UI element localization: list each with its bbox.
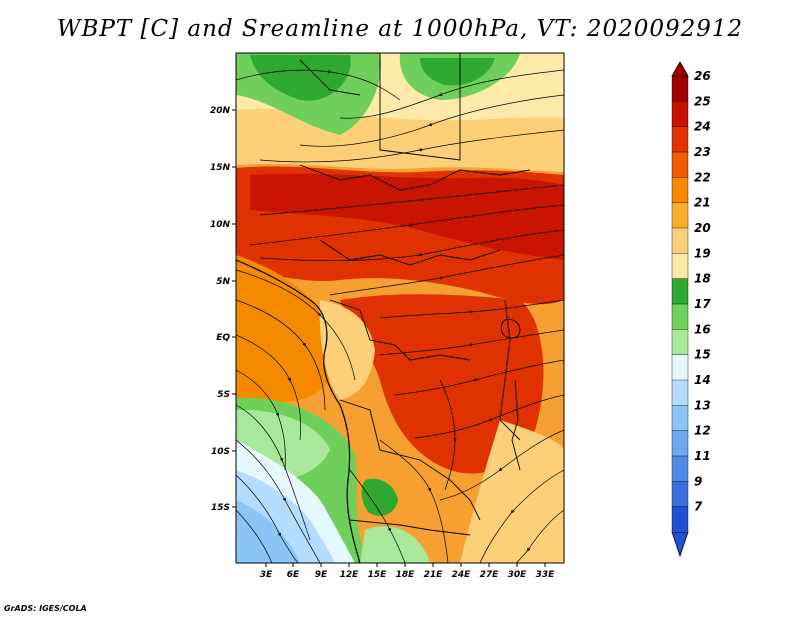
field-green-s bbox=[360, 526, 430, 563]
colorbar-box bbox=[671, 455, 689, 482]
colorbar-labels: 26 25 24 23 22 21 20 19 18 17 16 15 14 13 12 11 9 7 bbox=[694, 69, 711, 514]
colorbar-label: 7 bbox=[694, 500, 703, 514]
lat-label: 15N bbox=[210, 163, 231, 173]
colorbar-box bbox=[671, 481, 689, 508]
colorbar-box bbox=[671, 126, 689, 153]
lon-label: 18E bbox=[396, 570, 416, 580]
colorbar-label: 15 bbox=[694, 348, 711, 362]
field-green-nw-dark bbox=[250, 55, 351, 101]
colorbar-label: 24 bbox=[694, 120, 711, 134]
lat-label: 15S bbox=[211, 503, 230, 513]
lon-label: 24E bbox=[452, 570, 472, 580]
colorbar-box bbox=[671, 278, 689, 305]
field-cool-inner bbox=[236, 500, 300, 563]
colorbar-box bbox=[671, 227, 689, 254]
lat-label: 10S bbox=[211, 447, 230, 457]
colorbar-box bbox=[671, 379, 689, 406]
colorbar-label: 13 bbox=[694, 398, 711, 412]
colorbar-box bbox=[671, 75, 689, 102]
colorbar-label: 17 bbox=[694, 297, 711, 311]
colorbar-top-arrow bbox=[671, 61, 689, 77]
colorbar-box bbox=[671, 151, 689, 178]
lon-label: 3E bbox=[260, 570, 273, 580]
map-frame bbox=[235, 52, 565, 564]
streamlines bbox=[236, 69, 564, 563]
lon-label: 6E bbox=[287, 570, 300, 580]
colorbar-label: 22 bbox=[694, 170, 711, 184]
coastline bbox=[236, 259, 361, 563]
lon-label: 12E bbox=[340, 570, 360, 580]
lon-labels: 3E 6E 9E 12E 15E 18E 21E 24E 27E 30E 33E bbox=[260, 570, 555, 580]
country-borders bbox=[299, 53, 531, 536]
colorbar-box bbox=[671, 177, 689, 204]
map-title: WBPT [C] and Sreamline at 1000hPa, VT: 2… bbox=[56, 16, 744, 42]
colorbar-box bbox=[671, 253, 689, 280]
lat-labels: 20N 15N 10N 5N EQ 5S 10S 15S bbox=[210, 106, 231, 513]
colorbar-label: 25 bbox=[694, 94, 711, 108]
lat-label: 10N bbox=[210, 220, 231, 230]
lat-label: 20N bbox=[210, 106, 231, 116]
map-panel bbox=[236, 53, 564, 563]
lon-label: 27E bbox=[480, 570, 500, 580]
colorbar-label: 11 bbox=[694, 449, 711, 463]
colorbar-boxes bbox=[671, 75, 689, 533]
field-pale-strip bbox=[319, 300, 375, 400]
colorbar-label: 18 bbox=[694, 272, 711, 286]
colorbar-label: 20 bbox=[694, 221, 711, 235]
lon-label: 30E bbox=[508, 570, 528, 580]
lon-label: 33E bbox=[536, 570, 556, 580]
field-green-ne-dark bbox=[420, 58, 495, 86]
colorbar-box bbox=[671, 303, 689, 330]
field-east-coast bbox=[460, 420, 564, 563]
field-green-small bbox=[361, 478, 398, 516]
lat-label: EQ bbox=[216, 333, 230, 343]
lake-victoria bbox=[500, 319, 521, 339]
lat-label: 5N bbox=[216, 277, 230, 287]
axis-ticks bbox=[232, 109, 546, 567]
grads-credit: GrADS: IGES/COLA bbox=[4, 604, 87, 613]
colorbar-label: 21 bbox=[694, 196, 711, 210]
colorbar-box bbox=[671, 101, 689, 128]
lon-label: 21E bbox=[424, 570, 444, 580]
colorbar-label: 9 bbox=[694, 474, 702, 488]
colorbar-label: 19 bbox=[694, 246, 711, 260]
colorbar-label: 14 bbox=[694, 373, 711, 387]
lon-label: 9E bbox=[315, 570, 328, 580]
field-red-core bbox=[250, 173, 564, 260]
lat-label: 5S bbox=[217, 390, 230, 400]
colorbar: 26 25 24 23 22 21 20 19 18 17 16 15 14 13 12 11 9 7 bbox=[671, 61, 711, 558]
colorbar-label: 16 bbox=[694, 322, 711, 336]
lon-label: 15E bbox=[368, 570, 388, 580]
colorbar-box bbox=[671, 430, 689, 457]
colorbar-box bbox=[671, 506, 689, 533]
colorbar-box bbox=[671, 329, 689, 356]
colorbar-label: 26 bbox=[694, 69, 711, 83]
colorbar-bottom-arrow bbox=[671, 531, 689, 558]
colorbar-label: 23 bbox=[694, 145, 711, 159]
colorbar-box bbox=[671, 354, 689, 381]
field-west-fan bbox=[236, 255, 339, 403]
colorbar-label: 12 bbox=[694, 424, 711, 438]
colorbar-box bbox=[671, 202, 689, 229]
colorbar-box bbox=[671, 405, 689, 432]
